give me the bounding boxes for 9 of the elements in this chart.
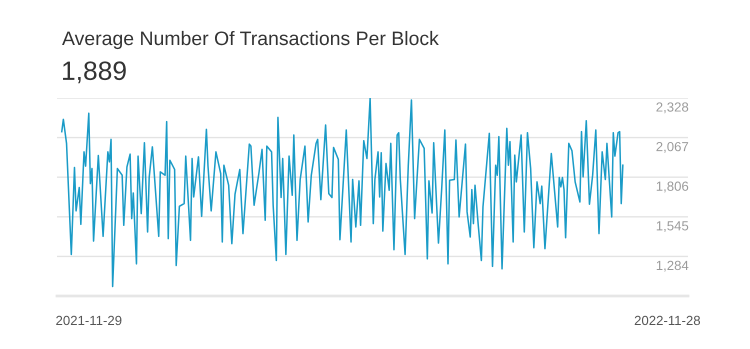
x-tick-label: 2022-11-28 xyxy=(634,316,700,326)
chart-title: Average Number Of Transactions Per Block xyxy=(62,30,439,50)
y-tick-label: 1,545 xyxy=(656,221,688,232)
y-tick-label: 2,328 xyxy=(656,102,688,114)
chart-subtitle: 1,889 xyxy=(63,61,126,84)
y-tick-label: 1,284 xyxy=(656,260,688,272)
y-tick-label: 2,067 xyxy=(656,142,688,153)
y-tick-label: 1,806 xyxy=(656,182,688,192)
x-tick-label: 2021-11-29 xyxy=(56,316,122,326)
